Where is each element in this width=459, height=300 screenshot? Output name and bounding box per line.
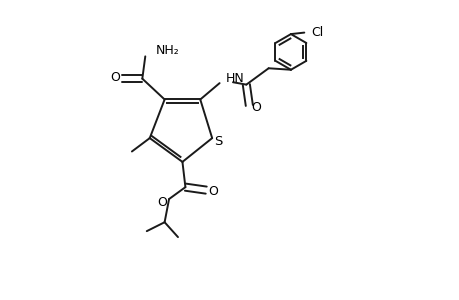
Text: O: O [250, 101, 260, 114]
Text: O: O [157, 196, 167, 208]
Text: O: O [207, 185, 217, 198]
Text: O: O [110, 71, 120, 84]
Text: NH₂: NH₂ [155, 44, 179, 57]
Text: HN: HN [225, 72, 244, 85]
Text: Cl: Cl [311, 26, 323, 39]
Text: S: S [214, 135, 223, 148]
